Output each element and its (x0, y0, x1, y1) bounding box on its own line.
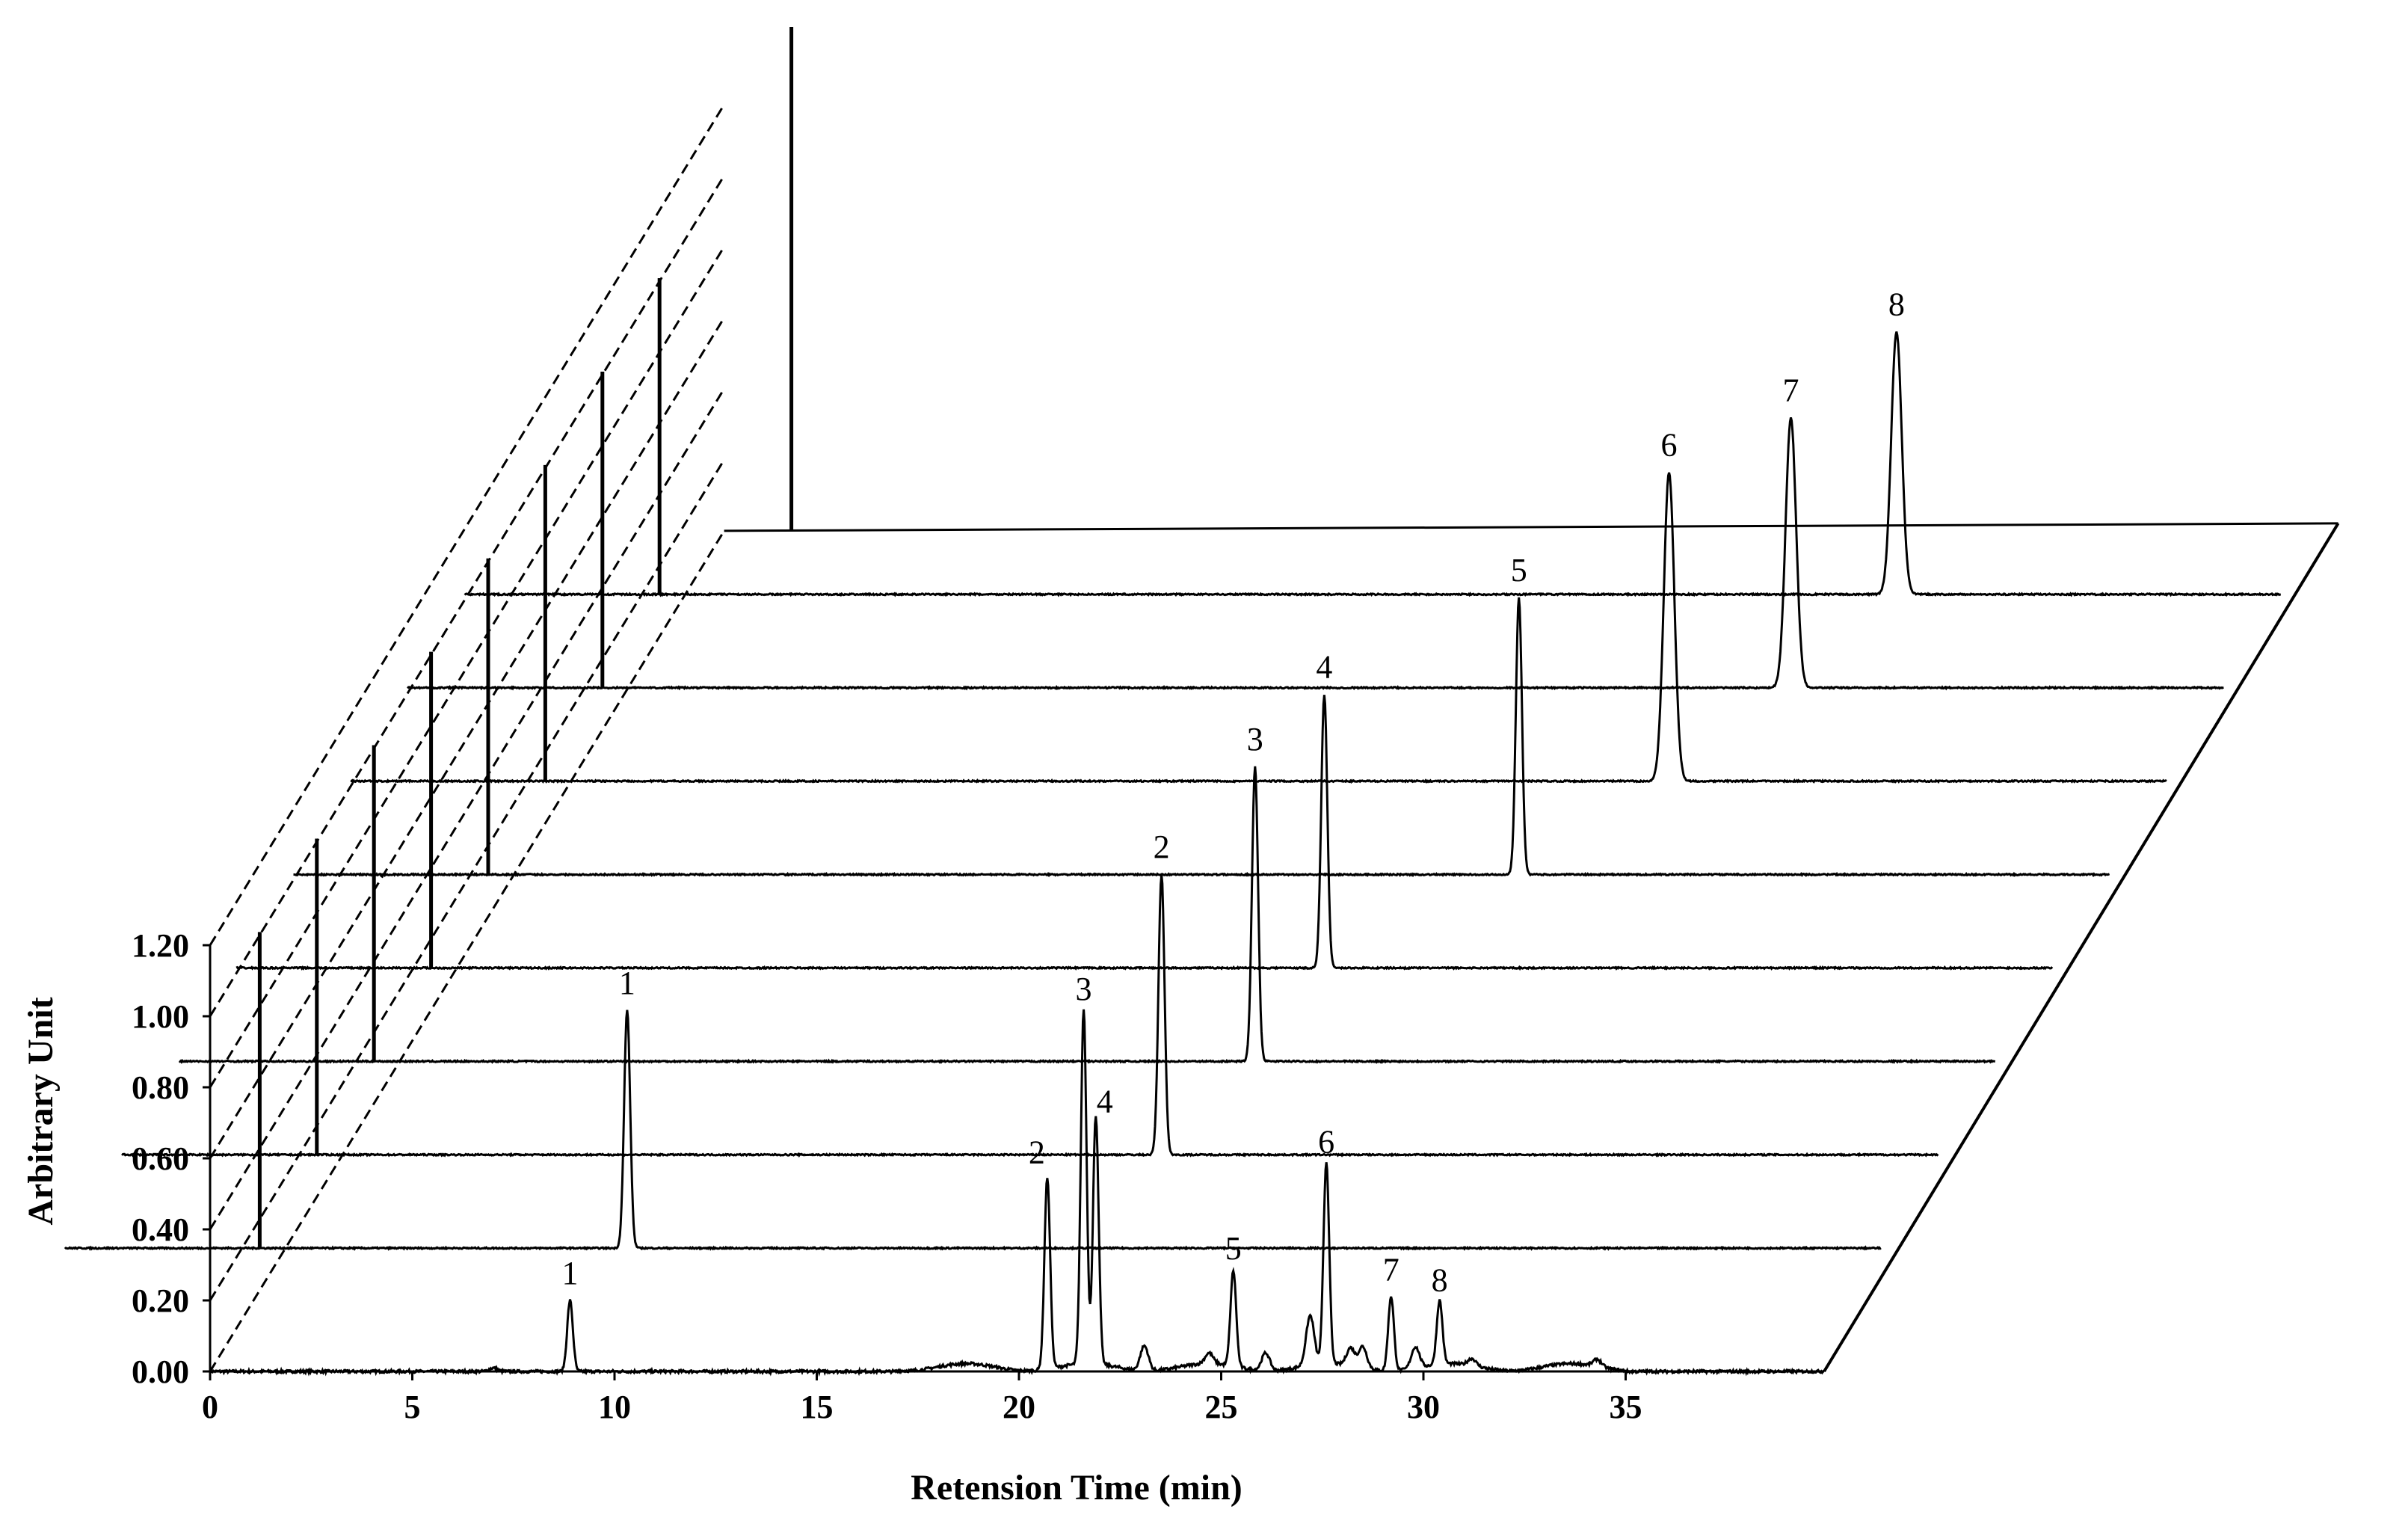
back-edge-line (724, 522, 2338, 532)
chromatogram-trace-8 (464, 331, 2281, 597)
y-tick-label: 1.20 (132, 927, 189, 964)
x-axis-title: Retension Time (min) (911, 1468, 1243, 1508)
x-tick-label: 35 (1610, 1389, 1642, 1425)
peak-label: 1 (619, 965, 635, 1001)
y-tick-label: 0.40 (132, 1211, 189, 1248)
peak-label: 4 (1097, 1084, 1113, 1120)
x-tick-label: 5 (404, 1389, 421, 1425)
chromatogram-trace-7 (407, 417, 2224, 691)
peak-label: 8 (1888, 286, 1905, 322)
chromatogram-trace-0 (209, 1009, 1825, 1377)
peak-label: 1 (561, 1255, 578, 1291)
x-tick-label: 30 (1407, 1389, 1440, 1425)
peak-label: 6 (1661, 426, 1678, 463)
y-tick-label: 0.80 (132, 1069, 189, 1106)
chromatogram-trace-2 (121, 874, 1939, 1158)
chromatogram-trace-3 (178, 766, 1996, 1065)
x-tick-label: 25 (1205, 1389, 1238, 1425)
peak-label: 5 (1511, 552, 1527, 589)
peak-label: 5 (1225, 1230, 1242, 1267)
depth-gridline-dashed (209, 530, 725, 1372)
depth-axis-right (1823, 522, 2340, 1373)
chromatogram-trace-1 (64, 1010, 1882, 1251)
y-axis-title: Arbitrary Unit (21, 997, 61, 1225)
chromatogram-trace-5 (293, 597, 2110, 878)
chromatogram-trace-4 (235, 695, 2054, 971)
x-tick-label: 0 (202, 1389, 218, 1425)
peak-label: 8 (1432, 1262, 1448, 1299)
peak-label: 4 (1316, 649, 1332, 686)
depth-gridline-dashed (209, 104, 725, 946)
x-tick-label: 20 (1003, 1389, 1035, 1425)
x-tick-label: 15 (801, 1389, 834, 1425)
peak-label: 7 (1383, 1251, 1399, 1288)
x-tick-label: 10 (598, 1389, 631, 1425)
depth-gridline-dashed (209, 388, 725, 1230)
depth-gridline-dashed (209, 459, 725, 1301)
depth-gridline-dashed (209, 246, 725, 1088)
peak-label: 2 (1029, 1134, 1045, 1171)
peak-label: 7 (1783, 372, 1799, 409)
peak-label: 6 (1318, 1123, 1334, 1160)
y-tick-label: 1.00 (132, 998, 189, 1035)
y-tick-label: 0.20 (132, 1282, 189, 1319)
y-tick-label: 0.60 (132, 1140, 189, 1177)
peak-label: 3 (1247, 721, 1263, 758)
peak-label: 2 (1154, 829, 1170, 865)
y-tick-label: 0.00 (132, 1353, 189, 1390)
chromatogram-trace-6 (350, 472, 2167, 784)
depth-gridline-dashed (209, 317, 725, 1159)
peak-label: 3 (1076, 971, 1092, 1007)
